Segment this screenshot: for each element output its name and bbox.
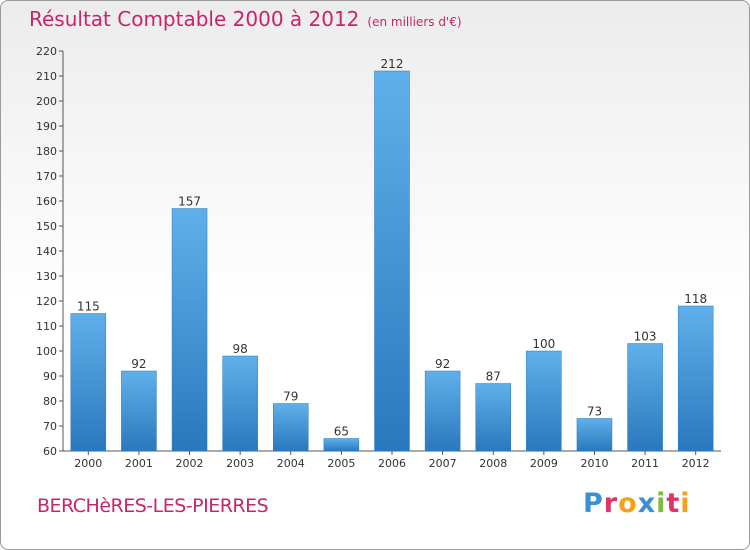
logo-letter: o [618, 488, 638, 519]
bar-2007 [424, 370, 461, 452]
x-tick-label: 2012 [682, 457, 710, 470]
y-tick-label: 190 [36, 120, 57, 133]
value-label: 87 [486, 370, 501, 384]
x-tick-label: 2007 [429, 457, 457, 470]
x-tick-label: 2003 [226, 457, 254, 470]
x-tick-label: 2008 [479, 457, 507, 470]
value-label: 92 [131, 357, 146, 371]
chart-subtitle: (en milliers d'€) [367, 15, 462, 29]
y-tick-label: 90 [43, 370, 57, 383]
bar-2005 [323, 438, 360, 452]
bar-2003 [222, 355, 258, 452]
y-tick-label: 70 [43, 420, 57, 433]
x-tick-label: 2001 [125, 457, 153, 470]
y-tick-label: 210 [36, 70, 57, 83]
chart-title-text: Résultat Comptable 2000 à 2012 [29, 7, 360, 31]
logo-letter: P [583, 488, 604, 519]
value-label: 92 [435, 357, 450, 371]
value-label: 73 [587, 405, 602, 419]
y-tick-label: 180 [36, 145, 57, 158]
y-tick-label: 150 [36, 220, 57, 233]
value-label: 79 [283, 390, 298, 404]
logo-letter: i [656, 488, 667, 519]
value-label: 212 [381, 57, 404, 71]
x-tick-label: 2002 [176, 457, 204, 470]
logo-letter: i [680, 488, 691, 519]
y-tick-label: 120 [36, 295, 57, 308]
y-tick-label: 100 [36, 345, 57, 358]
value-label: 65 [334, 425, 349, 439]
logo-letter: t [666, 488, 681, 519]
value-label: 157 [178, 195, 201, 209]
bar-2006 [374, 70, 410, 452]
x-tick-label: 2010 [580, 457, 608, 470]
y-tick-label: 140 [36, 245, 57, 258]
location-name: BERCHèRES-LES-PIERRES [37, 495, 269, 517]
bar-2009 [526, 350, 562, 452]
proxiti-logo: Proxiti [583, 488, 691, 519]
bar-2001 [121, 370, 157, 452]
chart-title: Résultat Comptable 2000 à 2012 (en millie… [29, 7, 462, 31]
bar-2002 [171, 208, 208, 452]
y-tick-label: 170 [36, 170, 57, 183]
x-tick-label: 2005 [327, 457, 355, 470]
value-label: 103 [634, 330, 657, 344]
value-label: 115 [77, 300, 100, 314]
value-label: 100 [532, 337, 555, 351]
y-tick-label: 130 [36, 270, 57, 283]
x-tick-label: 2006 [378, 457, 406, 470]
y-tick-label: 160 [36, 195, 57, 208]
bar-2004 [273, 403, 309, 452]
y-tick-label: 110 [36, 320, 57, 333]
y-tick-label: 220 [36, 45, 57, 58]
x-tick-label: 2009 [530, 457, 558, 470]
logo-letter: x [637, 488, 657, 519]
logo-letter: r [603, 488, 619, 519]
y-tick-label: 80 [43, 395, 57, 408]
bar-2000 [70, 313, 107, 452]
y-tick-label: 60 [43, 445, 57, 458]
bar-2010 [576, 418, 613, 452]
bar-2012 [677, 305, 714, 452]
x-tick-label: 2000 [74, 457, 102, 470]
bar-2008 [475, 383, 511, 452]
x-tick-label: 2004 [277, 457, 305, 470]
value-label: 98 [233, 342, 248, 356]
x-tick-label: 2011 [631, 457, 659, 470]
value-label: 118 [684, 292, 707, 306]
bar-2011 [627, 343, 663, 452]
y-tick-label: 200 [36, 95, 57, 108]
